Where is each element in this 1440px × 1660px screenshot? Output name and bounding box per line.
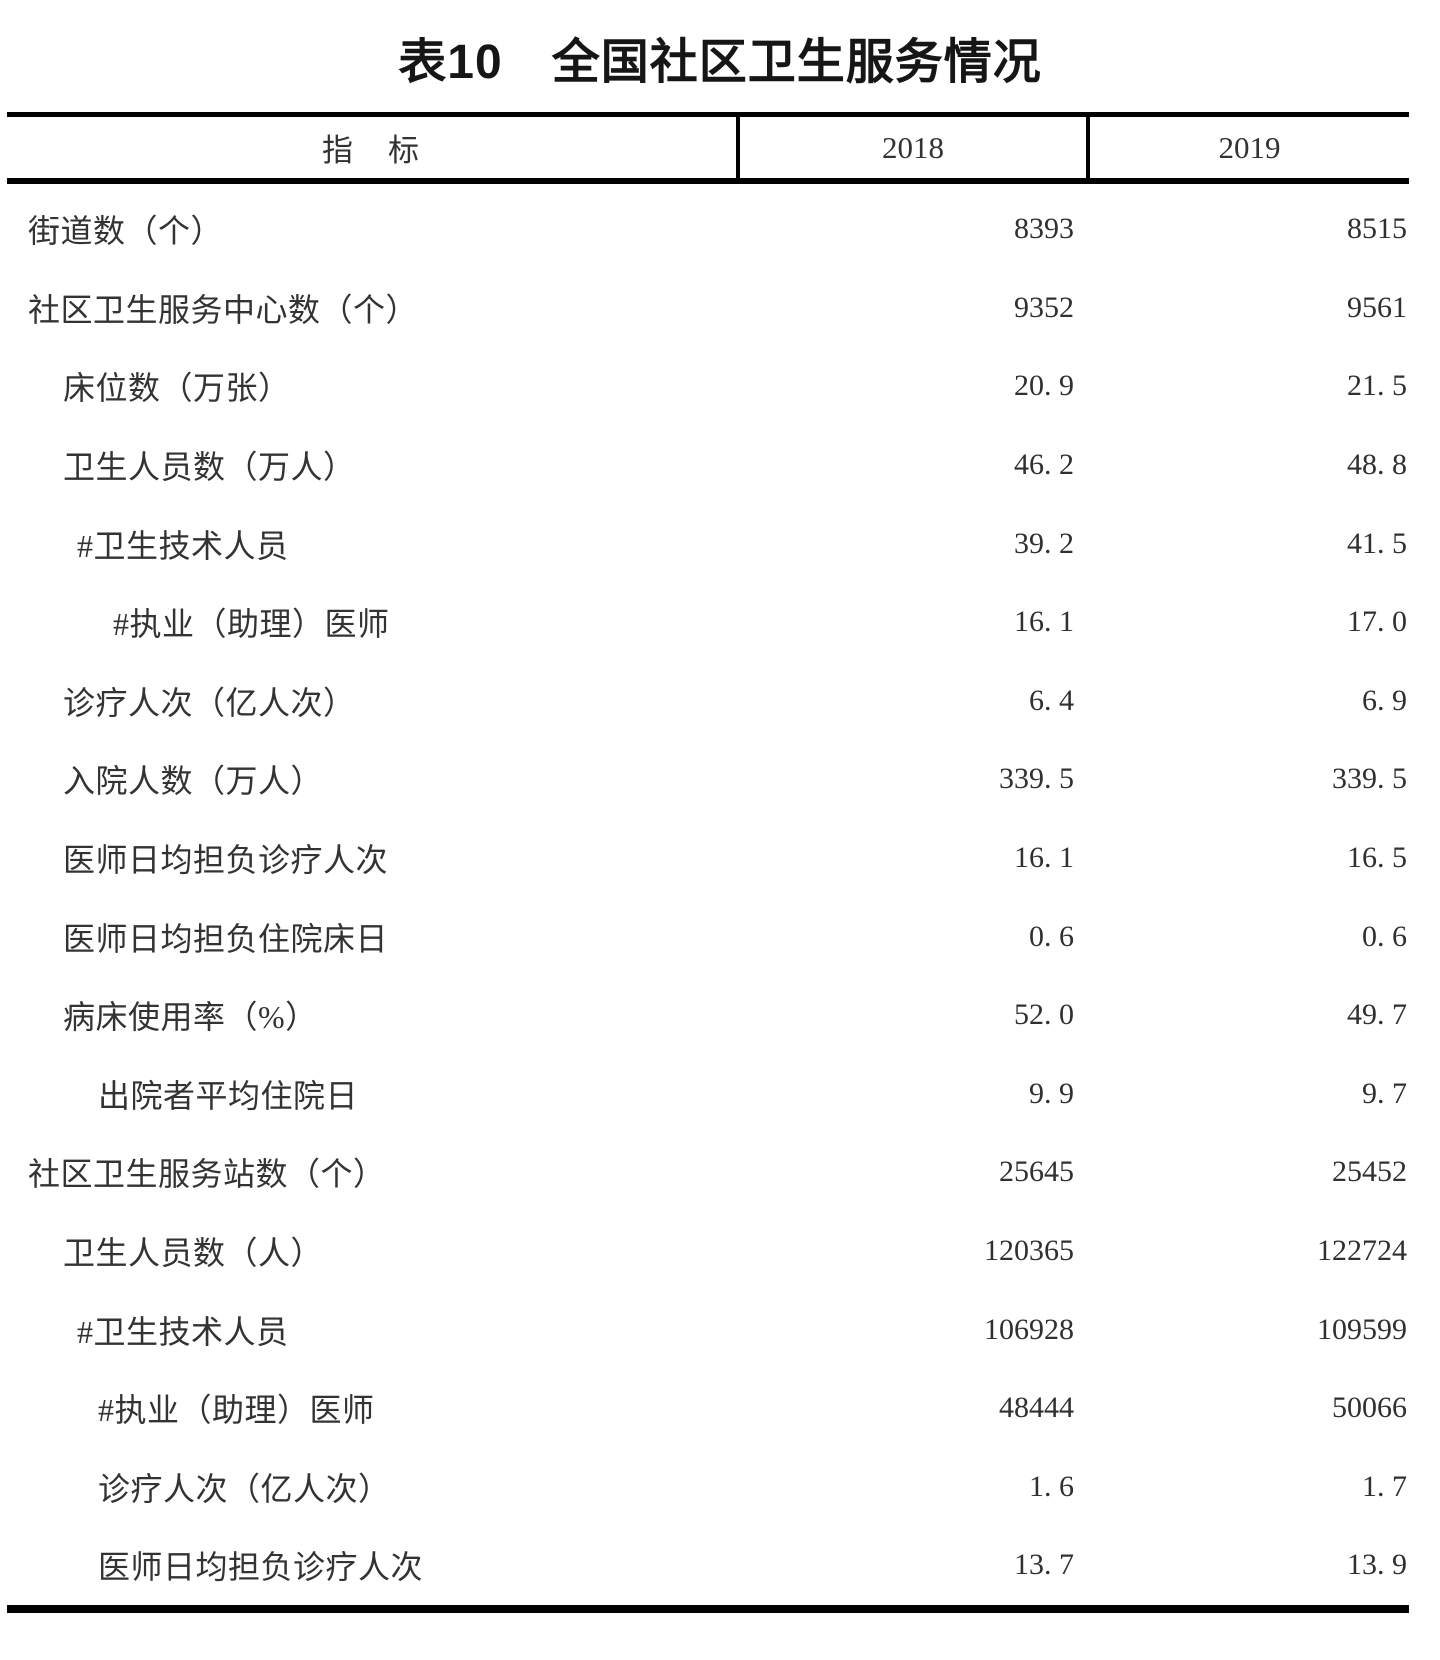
row-value-2018: 39. 2	[1014, 526, 1074, 560]
row-value-2019: 49. 7	[1347, 998, 1407, 1032]
row-indicator-label: 医师日均担负诊疗人次	[98, 1549, 424, 1586]
row-value-2018: 6. 4	[1029, 683, 1074, 717]
row-indicator-label: 出院者平均住院日	[98, 1077, 359, 1114]
row-value-2018: 9. 9	[1029, 1076, 1074, 1110]
row-value-2018: 120365	[984, 1234, 1074, 1268]
row-indicator-label: #卫生技术人员	[77, 527, 289, 564]
table-row: 出院者平均住院日 9. 9 9. 7	[7, 1055, 1409, 1134]
row-indicator-label: #卫生技术人员	[77, 1313, 289, 1350]
row-value-2019: 9561	[1347, 290, 1407, 324]
row-indicator-label: #执业（助理）医师	[98, 1392, 375, 1429]
header-cell-indicator: 指 标	[7, 117, 740, 178]
row-value-2019: 9. 7	[1362, 1076, 1407, 1110]
row-value-2019: 50066	[1332, 1391, 1407, 1425]
table-row: #卫生技术人员 39. 2 41. 5	[7, 504, 1409, 583]
row-indicator-label: 街道数（个）	[28, 213, 224, 250]
table-row: 床位数（万张） 20. 9 21. 5	[7, 347, 1409, 426]
table-body: 街道数（个） 8393 8515 社区卫生服务中心数（个） 9352 9561 床位数（万张…	[7, 184, 1409, 1613]
table-row: #执业（助理）医师 16. 1 17. 0	[7, 583, 1409, 662]
table-row: 医师日均担负诊疗人次 13. 7 13. 9	[7, 1526, 1409, 1605]
row-value-2019: 17. 0	[1347, 605, 1407, 639]
row-value-2019: 0. 6	[1362, 919, 1407, 953]
page-title: 表10 全国社区卫生服务情况	[398, 36, 1042, 89]
row-indicator-label: 入院人数（万人）	[63, 763, 324, 800]
row-value-2019: 21. 5	[1347, 369, 1407, 403]
statistics-table: 指 标 2018 2019 街道数（个） 8393 8515 社区卫生服务中心数（个）…	[7, 112, 1409, 1613]
row-value-2019: 1. 7	[1362, 1469, 1407, 1503]
table-row: #执业（助理）医师 48444 50066	[7, 1369, 1409, 1448]
row-indicator-label: #执业（助理）医师	[113, 606, 390, 643]
table-row: 卫生人员数（人） 120365 122724	[7, 1212, 1409, 1291]
table-row: 医师日均担负诊疗人次 16. 1 16. 5	[7, 819, 1409, 898]
header-cell-2019: 2019	[1218, 129, 1281, 165]
row-value-2018: 8393	[1014, 212, 1074, 246]
table-row: 社区卫生服务中心数（个） 9352 9561	[7, 269, 1409, 348]
row-value-2019: 6. 9	[1362, 683, 1407, 717]
row-value-2018: 20. 9	[1014, 369, 1074, 403]
row-value-2019: 25452	[1332, 1155, 1407, 1189]
row-value-2018: 339. 5	[999, 762, 1074, 796]
row-value-2018: 0. 6	[1029, 919, 1074, 953]
row-value-2018: 46. 2	[1014, 448, 1074, 482]
table-row: 病床使用率（%） 52. 0 49. 7	[7, 976, 1409, 1055]
header-cell-2018: 2018	[740, 117, 1090, 178]
table-row: 诊疗人次（亿人次） 1. 6 1. 7	[7, 1448, 1409, 1527]
row-value-2018: 13. 7	[1014, 1548, 1074, 1582]
row-indicator-label: 医师日均担负住院床日	[63, 920, 389, 957]
table-header-row: 指 标 2018 2019	[7, 112, 1409, 184]
row-indicator-label: 卫生人员数（万人）	[63, 449, 356, 486]
row-value-2018: 1. 6	[1029, 1469, 1074, 1503]
row-indicator-label: 诊疗人次（亿人次）	[63, 684, 356, 721]
table-row: #卫生技术人员 106928 109599	[7, 1290, 1409, 1369]
row-value-2019: 16. 5	[1347, 841, 1407, 875]
row-value-2019: 41. 5	[1347, 526, 1407, 560]
row-value-2018: 16. 1	[1014, 841, 1074, 875]
row-indicator-label: 社区卫生服务中心数（个）	[28, 291, 419, 328]
row-value-2018: 9352	[1014, 290, 1074, 324]
row-value-2018: 106928	[984, 1312, 1074, 1346]
row-value-2019: 339. 5	[1332, 762, 1407, 796]
row-indicator-label: 床位数（万张）	[63, 370, 291, 407]
row-value-2018: 16. 1	[1014, 605, 1074, 639]
row-value-2018: 52. 0	[1014, 998, 1074, 1032]
row-indicator-label: 医师日均担负诊疗人次	[63, 842, 389, 879]
row-value-2018: 25645	[999, 1155, 1074, 1189]
row-value-2019: 13. 9	[1347, 1548, 1407, 1582]
table-row: 诊疗人次（亿人次） 6. 4 6. 9	[7, 662, 1409, 741]
row-value-2018: 48444	[999, 1391, 1074, 1425]
table-row: 社区卫生服务站数（个） 25645 25452	[7, 1133, 1409, 1212]
row-indicator-label: 社区卫生服务站数（个）	[28, 1156, 386, 1193]
row-value-2019: 109599	[1317, 1312, 1407, 1346]
table-row: 入院人数（万人） 339. 5 339. 5	[7, 740, 1409, 819]
table-row: 医师日均担负住院床日 0. 6 0. 6	[7, 897, 1409, 976]
row-value-2019: 122724	[1317, 1234, 1407, 1268]
row-value-2019: 8515	[1347, 212, 1407, 246]
table-row: 街道数（个） 8393 8515	[7, 190, 1409, 269]
row-indicator-label: 卫生人员数（人）	[63, 1235, 324, 1272]
row-value-2019: 48. 8	[1347, 448, 1407, 482]
table-row: 卫生人员数（万人） 46. 2 48. 8	[7, 426, 1409, 505]
row-indicator-label: 诊疗人次（亿人次）	[98, 1470, 391, 1507]
row-indicator-label: 病床使用率（%）	[63, 999, 318, 1036]
